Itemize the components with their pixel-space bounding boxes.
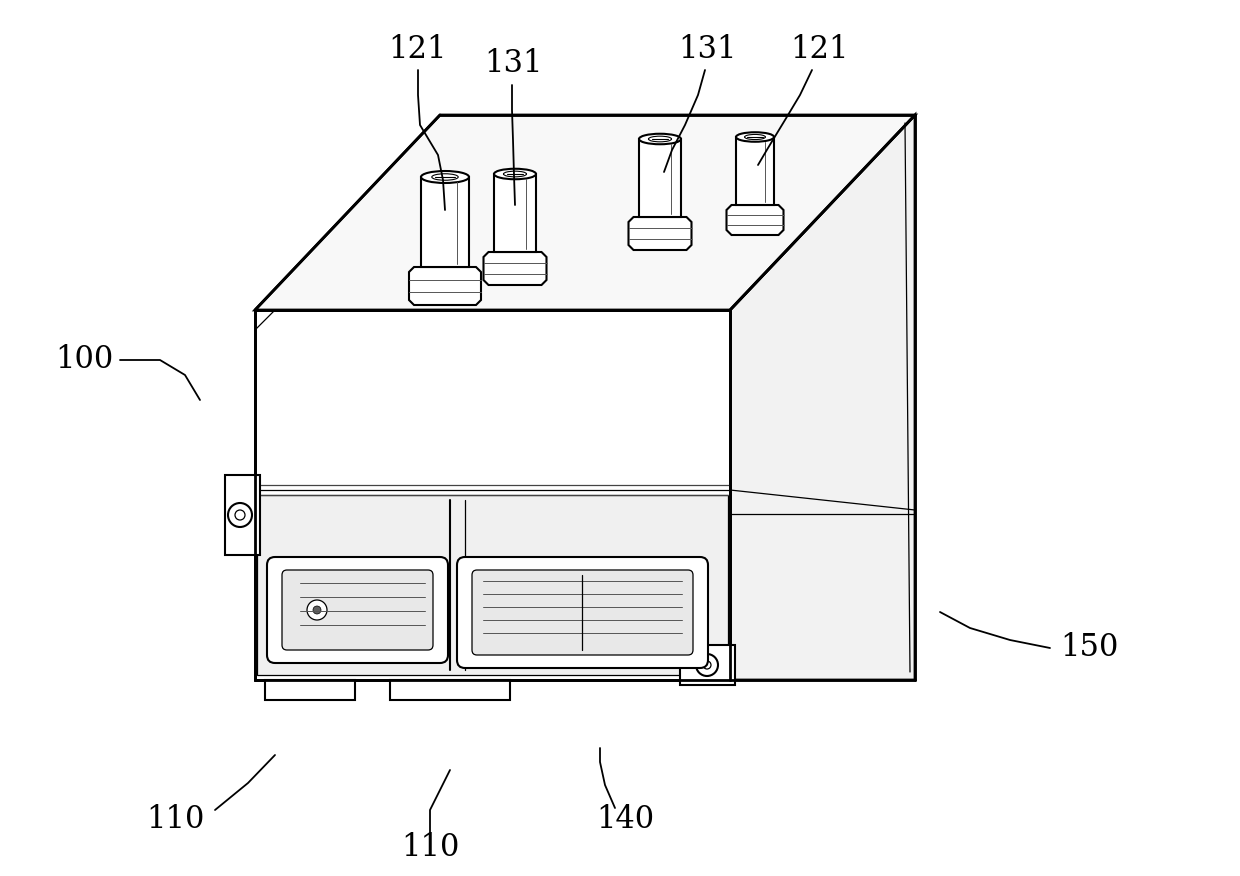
Text: 110: 110 — [401, 832, 459, 864]
Ellipse shape — [649, 136, 672, 142]
Circle shape — [308, 600, 327, 620]
Polygon shape — [255, 310, 730, 680]
Polygon shape — [737, 137, 774, 205]
Polygon shape — [224, 475, 260, 555]
Text: 110: 110 — [146, 804, 205, 836]
Ellipse shape — [639, 134, 681, 145]
Polygon shape — [265, 680, 355, 700]
Text: 131: 131 — [484, 48, 542, 80]
Text: 121: 121 — [389, 34, 448, 66]
Circle shape — [312, 606, 321, 614]
Polygon shape — [422, 177, 469, 267]
Polygon shape — [680, 645, 735, 685]
Polygon shape — [484, 252, 547, 285]
Polygon shape — [494, 174, 536, 252]
Circle shape — [236, 510, 246, 520]
Ellipse shape — [503, 171, 527, 177]
Text: 131: 131 — [678, 34, 738, 66]
Text: 100: 100 — [55, 344, 113, 376]
Circle shape — [228, 503, 252, 527]
FancyBboxPatch shape — [458, 557, 708, 668]
Ellipse shape — [737, 132, 774, 142]
Ellipse shape — [744, 134, 765, 139]
FancyBboxPatch shape — [281, 570, 433, 650]
Circle shape — [703, 661, 711, 669]
Ellipse shape — [422, 171, 469, 183]
Circle shape — [696, 654, 718, 676]
Polygon shape — [639, 139, 681, 217]
Ellipse shape — [494, 169, 536, 180]
FancyBboxPatch shape — [472, 570, 693, 655]
FancyBboxPatch shape — [267, 557, 448, 663]
Polygon shape — [409, 267, 481, 305]
Polygon shape — [257, 495, 728, 675]
Text: 150: 150 — [1060, 632, 1118, 663]
Polygon shape — [730, 115, 915, 680]
Ellipse shape — [432, 173, 459, 180]
Text: 121: 121 — [791, 34, 849, 66]
Polygon shape — [629, 217, 692, 250]
Text: 140: 140 — [596, 804, 653, 836]
Polygon shape — [391, 680, 510, 700]
Polygon shape — [255, 115, 915, 310]
Polygon shape — [727, 205, 784, 235]
